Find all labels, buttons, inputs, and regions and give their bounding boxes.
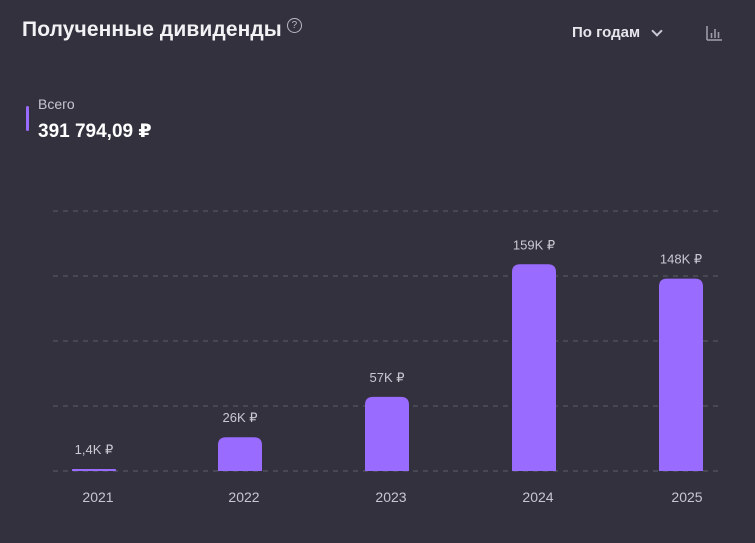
bar-chart-icon[interactable]: [705, 24, 723, 42]
bar-2023: [365, 396, 409, 471]
bar-2024: [512, 264, 556, 471]
x-tick-label-2022: 2022: [228, 489, 259, 505]
total-label: Всего: [38, 96, 75, 112]
data-label-2024: 159K ₽: [513, 237, 555, 252]
period-select-value: По годам: [572, 24, 641, 41]
data-label-2021: 1,4K ₽: [75, 442, 114, 457]
bar-2025: [659, 278, 703, 471]
bar-2021: [72, 469, 116, 471]
data-label-2023: 57K ₽: [369, 370, 404, 385]
total-accent-bar: [26, 106, 29, 131]
x-tick-label-2021: 2021: [82, 489, 113, 505]
total-value: 391 794,09 ₽: [38, 121, 152, 142]
x-tick-label-2023: 2023: [375, 489, 406, 505]
data-label-2022: 26K ₽: [222, 410, 257, 425]
question-circle-icon[interactable]: ?: [286, 18, 302, 33]
page-title: Полученные дивиденды: [22, 18, 282, 41]
x-tick-label-2024: 2024: [522, 489, 553, 505]
bar-2022: [218, 437, 262, 471]
header: Полученные дивиденды ?: [22, 18, 302, 42]
x-tick-label-2025: 2025: [671, 489, 702, 505]
data-label-2025: 148K ₽: [660, 252, 702, 267]
period-select[interactable]: По годам: [572, 24, 663, 41]
